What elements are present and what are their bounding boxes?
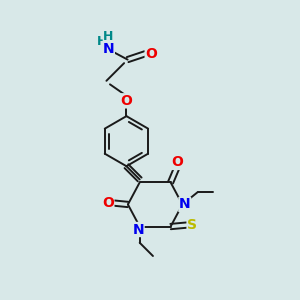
Text: O: O	[102, 196, 114, 210]
Text: H: H	[103, 30, 114, 44]
Text: N: N	[103, 42, 114, 56]
Text: O: O	[121, 94, 132, 108]
Text: O: O	[145, 47, 157, 61]
Text: N: N	[103, 42, 114, 56]
Text: N: N	[132, 223, 144, 236]
Text: N: N	[179, 197, 190, 212]
Text: H: H	[97, 34, 107, 48]
Text: O: O	[171, 155, 183, 170]
Text: S: S	[187, 218, 197, 232]
